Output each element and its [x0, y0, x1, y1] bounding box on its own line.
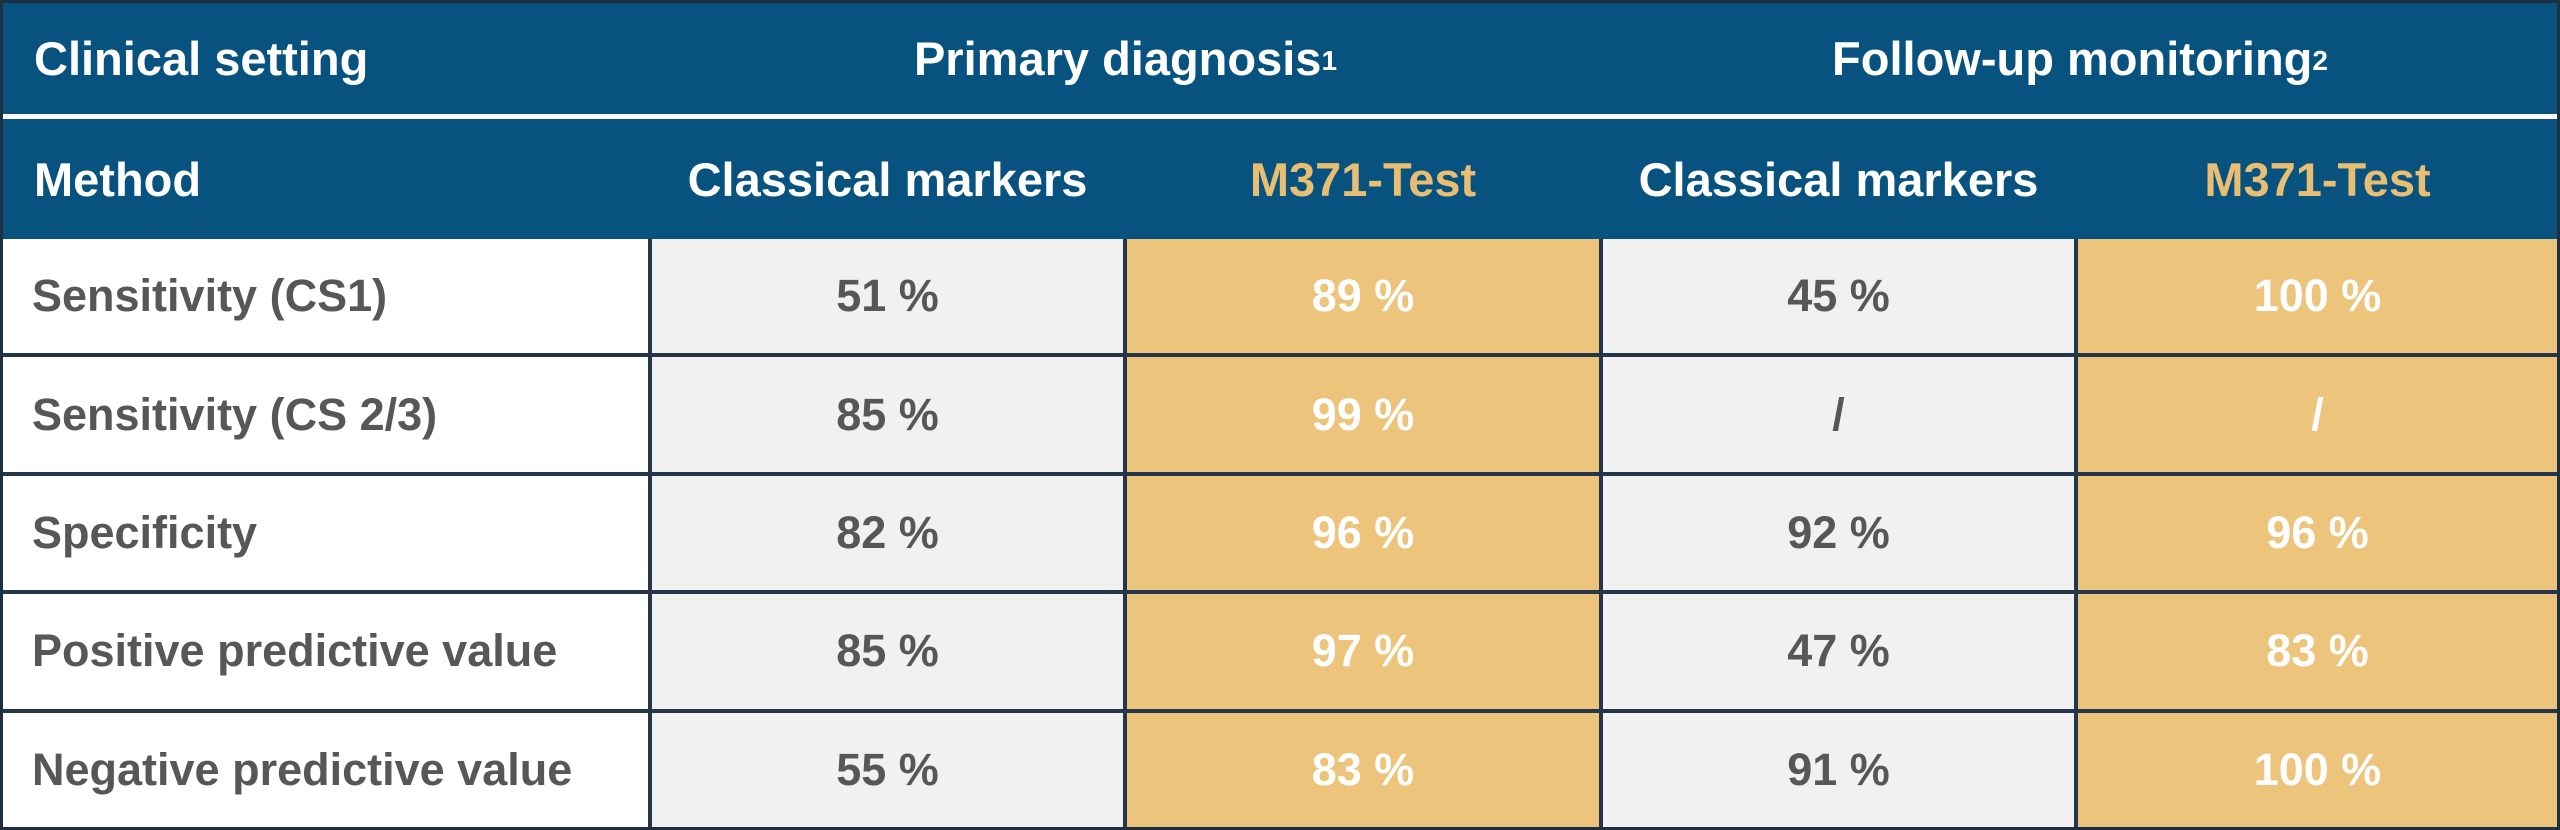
- header-clinical-setting: Clinical setting: [3, 31, 648, 86]
- cell-ppv-followup-classical: 47 %: [1603, 594, 2074, 709]
- header-group-primary-diagnosis: Primary diagnosis 1: [652, 31, 1599, 86]
- header-primary-m371-test: M371-Test: [1249, 152, 1477, 206]
- row-label-positive-predictive-value: Positive predictive value: [3, 594, 648, 709]
- cell-sensitivity-cs23-primary-m371: 99 %: [1127, 357, 1599, 472]
- row-label-sensitivity-cs1: Sensitivity (CS1): [3, 239, 648, 354]
- cell-sensitivity-cs1-primary-classical: 51 %: [652, 239, 1123, 354]
- cell-ppv-followup-m371: 83 %: [2078, 594, 2557, 709]
- cell-npv-followup-m371: 100 %: [2078, 712, 2557, 827]
- cell-sensitivity-cs1-primary-m371: 89 %: [1127, 239, 1599, 354]
- cell-specificity-followup-classical: 92 %: [1603, 475, 2074, 591]
- header-followup-m371-test: M371-Test: [2204, 152, 2431, 206]
- cell-ppv-primary-m371: 97 %: [1127, 594, 1599, 709]
- cell-sensitivity-cs23-primary-classical: 85 %: [652, 357, 1123, 472]
- cell-sensitivity-cs23-followup-classical: /: [1603, 357, 2074, 472]
- cell-specificity-primary-classical: 82 %: [652, 475, 1123, 591]
- header-followup-monitoring-label: Follow-up monitoring: [1832, 32, 2313, 85]
- footnote-mark-1: 1: [1321, 45, 1338, 76]
- cell-ppv-primary-classical: 85 %: [652, 594, 1123, 709]
- header-followup-classical-markers: Classical markers: [1638, 152, 2039, 206]
- footnote-mark-2: 2: [2312, 45, 2328, 76]
- header-group-followup-monitoring: Follow-up monitoring 2: [1603, 31, 2557, 86]
- cell-specificity-followup-m371: 96 %: [2078, 475, 2557, 591]
- header-primary-diagnosis-label: Primary diagnosis: [913, 32, 1322, 85]
- row-label-sensitivity-cs23: Sensitivity (CS 2/3): [3, 357, 648, 472]
- cell-sensitivity-cs1-followup-classical: 45 %: [1603, 239, 2074, 354]
- header-group-row: Clinical setting Primary diagnosis 1 Foll…: [3, 3, 2557, 114]
- header-separator-line: [3, 114, 2557, 119]
- row-label-negative-predictive-value: Negative predictive value: [3, 712, 648, 827]
- cell-specificity-primary-m371: 96 %: [1127, 475, 1599, 591]
- cell-npv-primary-m371: 83 %: [1127, 712, 1599, 827]
- cell-sensitivity-cs23-followup-m371: /: [2078, 357, 2557, 472]
- header-primary-classical-markers: Classical markers: [687, 152, 1088, 206]
- cell-npv-primary-classical: 55 %: [652, 712, 1123, 827]
- header-method: Method: [34, 152, 202, 206]
- row-label-specificity: Specificity: [3, 475, 648, 591]
- header-clinical-setting-label: Clinical setting: [34, 32, 369, 85]
- table-body: Sensitivity (CS1) 51 % 89 % 45 % 100 % S…: [3, 239, 2557, 827]
- header-column-row: Method Classical markers M371-Test Class…: [3, 119, 2557, 239]
- cell-npv-followup-classical: 91 %: [1603, 712, 2074, 827]
- cell-sensitivity-cs1-followup-m371: 100 %: [2078, 239, 2557, 354]
